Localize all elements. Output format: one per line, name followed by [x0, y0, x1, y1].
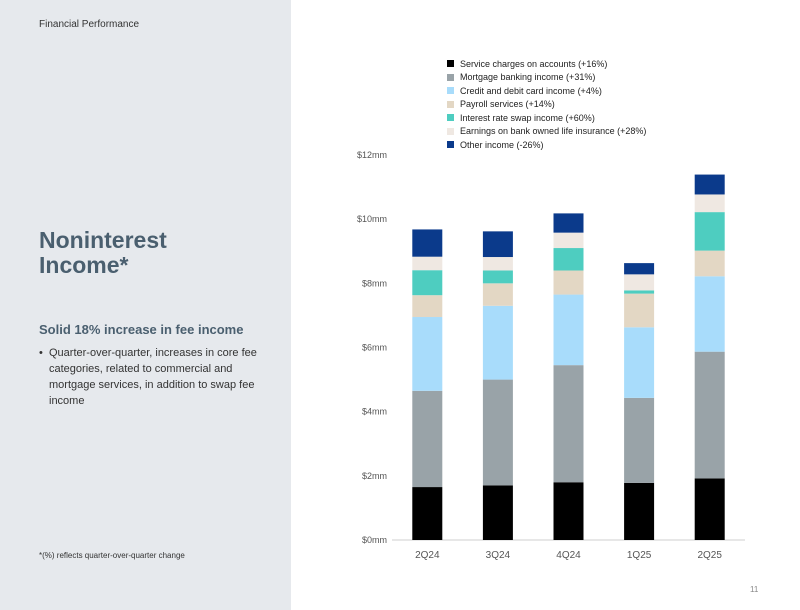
page-number: 11 [750, 585, 759, 594]
bullet-point: • Quarter-over-quarter, increases in cor… [39, 345, 261, 409]
bar-segment [553, 294, 584, 366]
legend-item: Other income (-26%) [447, 138, 646, 152]
legend-label: Other income (-26%) [460, 139, 544, 150]
x-tick-label: 2Q25 [697, 550, 722, 561]
legend-label: Payroll services (+14%) [460, 99, 555, 110]
bar-segment [412, 390, 443, 488]
bar-segment [694, 276, 725, 352]
y-tick-label: $2mm [362, 471, 387, 481]
legend-label: Credit and debit card income (+4%) [460, 85, 602, 96]
legend-swatch [447, 60, 454, 68]
legend-swatch [447, 100, 454, 108]
x-tick-label: 3Q24 [486, 550, 511, 561]
legend-item: Earnings on bank owned life insurance (+… [447, 125, 646, 139]
bar-segment [624, 397, 655, 483]
legend-label: Interest rate swap income (+60%) [460, 112, 595, 123]
bar-segment [624, 263, 655, 275]
x-tick-label: 2Q24 [415, 550, 440, 561]
bar-segment [553, 232, 584, 249]
legend-swatch [447, 127, 454, 135]
bar-segment [482, 270, 513, 284]
bar-segment [694, 194, 725, 213]
title-line-2: Income* [39, 252, 129, 278]
y-tick-label: $8mm [362, 278, 387, 288]
bar-segment [482, 379, 513, 486]
bar-segment [412, 229, 443, 257]
bar-segment [482, 283, 513, 306]
left-panel: Financial Performance Noninterest Income… [0, 0, 291, 610]
x-tick-label: 4Q24 [556, 550, 581, 561]
bar-segment [553, 270, 584, 295]
legend-swatch [447, 114, 454, 122]
bar-segment [412, 295, 443, 318]
bar-segment [553, 365, 584, 483]
bullet-text: Quarter-over-quarter, increases in core … [49, 347, 257, 407]
legend-label: Service charges on accounts (+16%) [460, 58, 608, 69]
legend-item: Payroll services (+14%) [447, 98, 646, 112]
bar-segment [624, 482, 655, 540]
title-line-1: Noninterest [39, 227, 167, 253]
bar-segment [694, 250, 725, 277]
y-tick-label: $6mm [362, 343, 387, 353]
bar-segment [694, 351, 725, 479]
bar-segment [482, 485, 513, 540]
bar-segment [694, 174, 725, 195]
x-tick-label: 1Q25 [627, 550, 652, 561]
bar-segment [412, 487, 443, 540]
bar-segment [624, 327, 655, 398]
legend-item: Service charges on accounts (+16%) [447, 57, 646, 71]
bar-segment [694, 212, 725, 251]
legend-swatch [447, 87, 454, 95]
bar-segment [624, 290, 655, 294]
legend-swatch [447, 73, 454, 81]
section-label: Financial Performance [39, 19, 140, 30]
y-tick-label: $4mm [362, 407, 387, 417]
bar-segment [694, 478, 725, 540]
subheading: Solid 18% increase in fee income [39, 322, 244, 337]
footnote: *(%) reflects quarter-over-quarter chang… [39, 551, 185, 560]
y-tick-label: $12mm [357, 150, 387, 160]
bar-segment [553, 248, 584, 271]
legend-item: Credit and debit card income (+4%) [447, 84, 646, 98]
bar-segment [412, 317, 443, 391]
bar-segment [412, 270, 443, 296]
bar-segment [624, 293, 655, 328]
bar-segment [482, 257, 513, 271]
page-title: Noninterest Income* [39, 228, 167, 278]
y-tick-label: $0mm [362, 535, 387, 545]
legend-label: Mortgage banking income (+31%) [460, 72, 596, 83]
chart-legend: Service charges on accounts (+16%) Mortga… [447, 57, 646, 152]
bar-segment [624, 274, 655, 291]
y-tick-label: $10mm [357, 214, 387, 224]
bar-segment [412, 256, 443, 271]
bar-segment [553, 213, 584, 233]
bar-segment [482, 305, 513, 380]
legend-item: Mortgage banking income (+31%) [447, 71, 646, 85]
bar-segment [482, 231, 513, 258]
legend-item: Interest rate swap income (+60%) [447, 111, 646, 125]
legend-swatch [447, 141, 454, 149]
bullet-dot-icon: • [39, 347, 43, 359]
legend-label: Earnings on bank owned life insurance (+… [460, 126, 647, 137]
bar-segment [553, 482, 584, 540]
